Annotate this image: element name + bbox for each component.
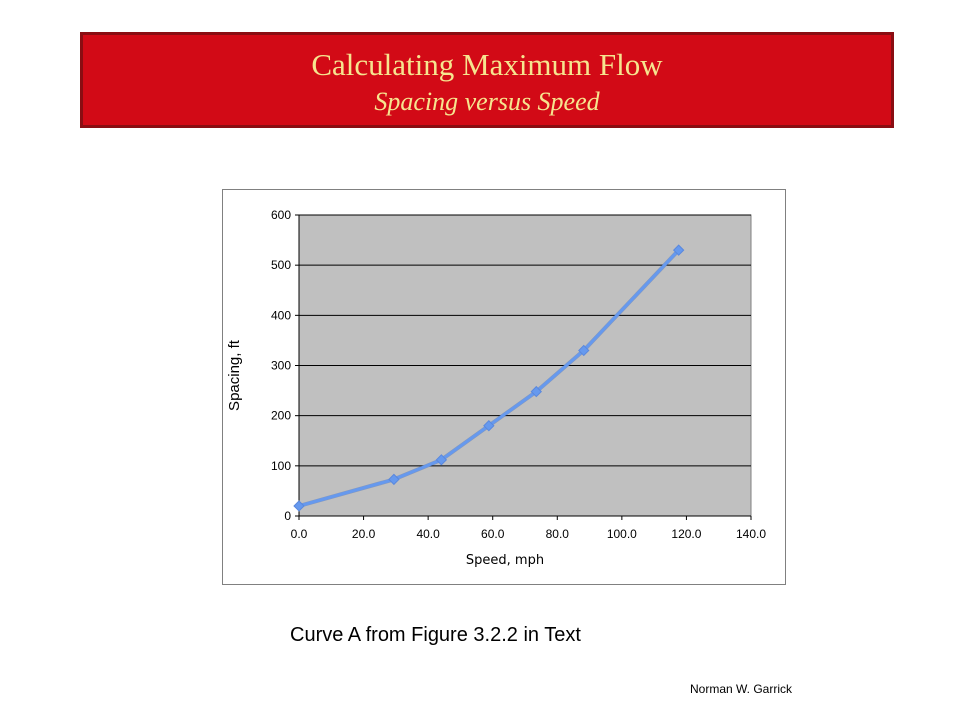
data-point bbox=[388, 473, 400, 486]
y-tick-label: 600 bbox=[271, 208, 291, 222]
x-tick-label: 60.0 bbox=[481, 527, 505, 541]
data-point bbox=[293, 500, 305, 512]
author-name: Norman W. Garrick bbox=[689, 682, 792, 696]
y-tick-label: 200 bbox=[271, 409, 291, 423]
y-tick-label: 100 bbox=[271, 459, 291, 473]
data-point bbox=[530, 385, 543, 398]
chart-caption: Curve A from Figure 3.2.2 in Text bbox=[290, 624, 581, 646]
x-axis-label: Speed, mph bbox=[466, 553, 544, 568]
y-tick-label: 300 bbox=[271, 359, 291, 373]
slide-subtitle: Spacing versus Speed bbox=[374, 87, 600, 116]
x-tick-label: 120.0 bbox=[671, 527, 701, 541]
x-tick-label: 140.0 bbox=[736, 527, 766, 541]
slide-title: Calculating Maximum Flow bbox=[311, 47, 663, 82]
y-tick-label: 400 bbox=[271, 308, 291, 322]
x-tick-label: 100.0 bbox=[607, 527, 637, 541]
chart-area: 0 100 200 300 400 500 600 0.0 20.0 40.0 60.0 80.0 10… bbox=[222, 189, 786, 585]
y-tick-label: 500 bbox=[271, 258, 291, 272]
x-tick-label: 20.0 bbox=[352, 527, 376, 541]
title-banner: Calculating Maximum Flow Spacing versus … bbox=[80, 32, 894, 128]
x-tick-label: 80.0 bbox=[546, 527, 570, 541]
spacing-speed-chart: 0 100 200 300 400 500 600 0.0 20.0 40.0 60.0 80.0 10… bbox=[226, 208, 766, 568]
data-point bbox=[672, 244, 685, 256]
x-tick-label: 0.0 bbox=[291, 527, 308, 541]
data-point bbox=[578, 344, 590, 357]
data-point bbox=[435, 454, 448, 466]
y-tick-label: 0 bbox=[284, 509, 291, 523]
y-axis-label: Spacing, ft bbox=[226, 339, 243, 411]
data-point bbox=[483, 419, 495, 432]
x-tick-label: 40.0 bbox=[416, 527, 440, 541]
